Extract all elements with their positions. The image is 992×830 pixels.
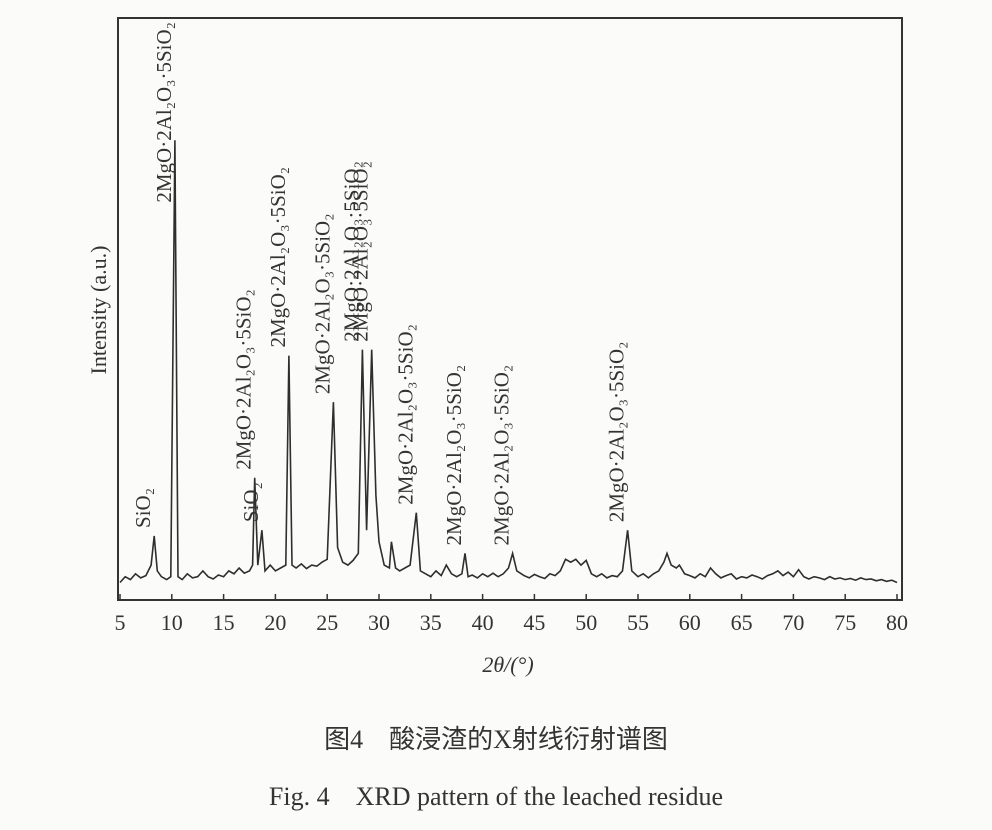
- peak-annotation: 2MgO·2Al₂O₃·5SiO₂: [310, 213, 334, 394]
- peak-annotation: 2MgO·2Al₂O₃·5SiO₂: [442, 365, 466, 546]
- x-tick-label: 45: [523, 610, 545, 635]
- x-tick-label: 50: [575, 610, 597, 635]
- x-tick-label: 5: [115, 610, 126, 635]
- x-tick-label: 65: [731, 610, 753, 635]
- x-axis-label: 2θ/(°): [482, 652, 533, 677]
- x-tick-label: 55: [627, 610, 649, 635]
- xrd-line: [119, 140, 898, 584]
- plot-frame: [117, 17, 903, 601]
- peak-annotation: SiO₂: [131, 488, 155, 528]
- x-tick-label: 40: [472, 610, 494, 635]
- x-tick-label: 25: [316, 610, 338, 635]
- x-tick-label: 70: [782, 610, 804, 635]
- caption-en: Fig. 4 XRD pattern of the leached residu…: [269, 782, 723, 811]
- peak-annotation: 2MgO·2Al₂O₃·5SiO₂: [605, 342, 629, 523]
- x-tick-label: 60: [679, 610, 701, 635]
- peak-annotation: 2MgO·2Al₂O₃·5SiO₂: [339, 161, 363, 342]
- peak-annotation: SiO₂: [239, 482, 263, 522]
- caption-cn: 图4 酸浸渣的X射线衍射谱图: [324, 725, 668, 754]
- x-tick-label: 30: [368, 610, 390, 635]
- peak-annotation: 2MgO·2Al₂O₃·5SiO₂: [349, 161, 373, 342]
- x-tick-label: 10: [161, 610, 183, 635]
- x-tick-label: 80: [886, 610, 908, 635]
- x-tick-label: 35: [420, 610, 442, 635]
- x-tick-label: 15: [213, 610, 235, 635]
- peak-annotation: 2MgO·2Al₂O₃·5SiO₂: [152, 22, 176, 203]
- peak-annotation: 2MgO·2Al₂O₃·5SiO₂: [232, 289, 256, 470]
- peak-annotation: 2MgO·2Al₂O₃·5SiO₂: [393, 324, 417, 505]
- x-tick-label: 20: [264, 610, 286, 635]
- peak-annotation: 2MgO·2Al₂O₃·5SiO₂: [266, 167, 290, 348]
- peak-annotation: 2MgO·2Al₂O₃·5SiO₂: [490, 365, 514, 546]
- y-axis-label: Intensity (a.u.): [86, 246, 111, 375]
- x-tick-label: 75: [834, 610, 856, 635]
